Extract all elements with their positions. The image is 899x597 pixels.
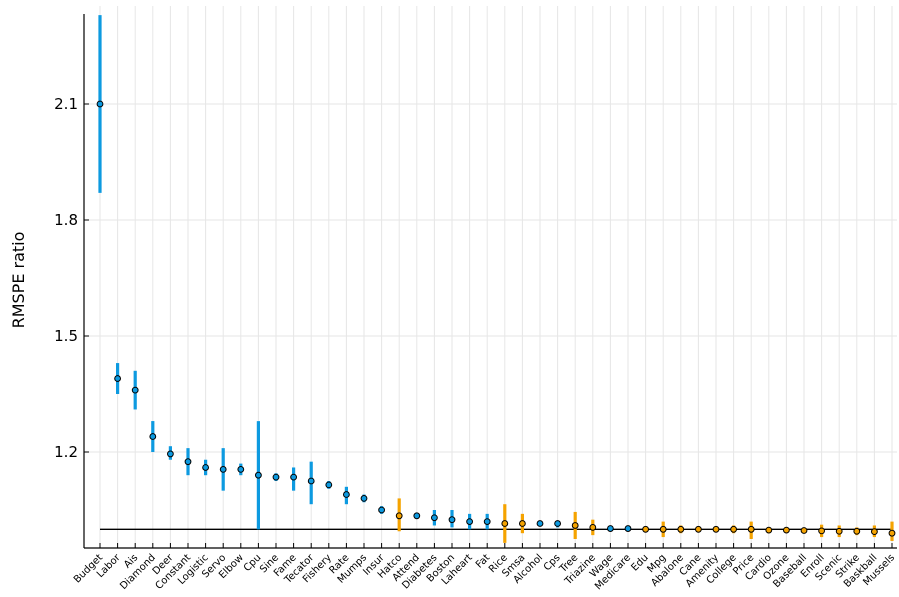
y-tick-label: 2.1 (54, 95, 78, 113)
point-mussels (888, 529, 896, 537)
y-axis-title: RMSPE ratio (9, 232, 28, 329)
point-fishery (325, 481, 333, 489)
y-tick-labels: 1.2 1.5 1.8 2.1 (54, 95, 78, 461)
y-tick-label: 1.2 (54, 443, 78, 461)
point-labor (114, 375, 121, 382)
point-constant (184, 458, 192, 466)
point-diamond (149, 433, 157, 440)
point-elbow (237, 466, 245, 473)
point-rate (343, 491, 350, 498)
y-tick-label: 1.8 (54, 211, 78, 229)
point-deer (167, 450, 174, 458)
points-layer (96, 100, 896, 537)
point-tree (571, 522, 579, 529)
point-insur (378, 506, 386, 514)
point-laheart (466, 518, 474, 525)
point-hatco (395, 512, 403, 520)
point-scenic (835, 527, 843, 535)
point-tecator (307, 477, 315, 485)
point-cps (554, 520, 561, 527)
point-medicare (624, 525, 632, 532)
point-college (730, 525, 737, 533)
point-mpg (659, 525, 667, 533)
point-cardio (765, 526, 773, 534)
point-ais (131, 386, 139, 394)
point-cane (695, 525, 702, 533)
point-sine (272, 473, 280, 481)
grid-layer (84, 6, 897, 548)
point-strike (853, 527, 861, 535)
point-wage (607, 525, 614, 532)
point-boston (448, 516, 456, 524)
point-baskball (871, 528, 878, 536)
point-abalone (677, 525, 685, 533)
point-ozone (783, 526, 790, 534)
point-logistic (202, 464, 210, 471)
y-tick-label: 1.5 (54, 327, 78, 345)
point-triazine (589, 524, 597, 531)
point-mumps (360, 495, 368, 502)
point-enroll (818, 527, 825, 535)
point-attend (413, 512, 421, 520)
axes-layer (83, 14, 897, 549)
point-fame (290, 473, 298, 481)
point-edu (642, 525, 649, 533)
point-baseball (800, 527, 808, 534)
point-alcohol (536, 520, 544, 527)
point-price (747, 525, 755, 533)
point-servo (219, 466, 227, 473)
point-amenity (712, 525, 720, 533)
error-bars-layer (98, 15, 894, 543)
point-budget (96, 100, 104, 108)
point-cpu (255, 471, 262, 479)
point-rice (501, 520, 509, 527)
point-diabetes (431, 514, 438, 522)
point-smsa (519, 520, 526, 527)
point-fat (483, 518, 491, 525)
